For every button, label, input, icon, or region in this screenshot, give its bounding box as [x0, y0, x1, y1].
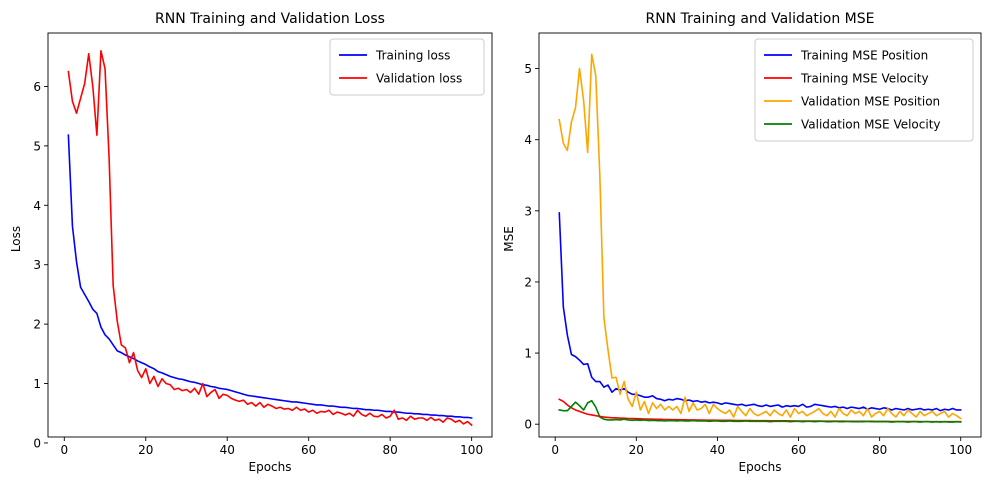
- y-tick-label: 3: [524, 204, 532, 218]
- y-axis-label: MSE: [502, 226, 516, 252]
- series-line-1: [558, 212, 962, 412]
- x-axis-label: Epochs: [739, 460, 782, 474]
- chart-title: RNN Training and Validation Loss: [155, 11, 385, 27]
- y-tick-label: 2: [524, 275, 532, 289]
- x-tick-label: 60: [301, 443, 316, 457]
- x-tick-label: 20: [629, 443, 644, 457]
- legend-label: Validation loss: [376, 72, 462, 86]
- y-tick-label: 1: [33, 377, 41, 391]
- x-axis-label: Epochs: [249, 460, 292, 474]
- series-line-2: [558, 398, 962, 423]
- legend-label: Validation MSE Velocity: [801, 118, 941, 132]
- chart-panel-2: 0 20 40 60 80 100 0 1 2 3 4 5 RNN Training and Valid…: [502, 11, 982, 474]
- x-tick-label: 40: [220, 443, 235, 457]
- y-tick-label: 1: [524, 347, 532, 361]
- chart-title: RNN Training and Validation MSE: [646, 11, 875, 27]
- y-tick-label: 6: [33, 80, 41, 94]
- legend: Training MSE Position Training MSE Veloci…: [754, 38, 974, 142]
- x-tick-label: 100: [460, 443, 483, 457]
- x-tick-label: 0: [60, 443, 68, 457]
- legend-box: [754, 38, 974, 142]
- y-tick-label: 4: [33, 199, 41, 213]
- series-line-4: [558, 399, 962, 423]
- x-tick-label: 0: [551, 443, 559, 457]
- plot-frame: [47, 32, 493, 438]
- y-tick-label: 0: [33, 436, 41, 450]
- y-tick-label: 3: [33, 258, 41, 272]
- x-tick-label: 20: [138, 443, 153, 457]
- x-tick-label: 40: [710, 443, 725, 457]
- chart-panel-1: 0 20 40 60 80 100 0 1 2 3 4 5 6 RNN Training and Vali…: [9, 11, 493, 474]
- legend-label: Training MSE Position: [800, 49, 928, 63]
- legend-label: Training MSE Velocity: [800, 72, 929, 86]
- x-tick-label: 80: [383, 443, 398, 457]
- x-tick-label: 100: [949, 443, 972, 457]
- y-tick-label: 5: [33, 139, 41, 153]
- legend-box: [329, 38, 485, 96]
- plot-frame: [538, 32, 982, 438]
- legend-label: Validation MSE Position: [801, 95, 940, 109]
- x-tick-label: 80: [872, 443, 887, 457]
- x-tick-label: 60: [791, 443, 806, 457]
- y-tick-label: 4: [524, 133, 532, 147]
- series-line-3: [558, 53, 962, 420]
- series-line-2: [67, 50, 473, 427]
- legend: Training loss Validation loss: [329, 38, 485, 96]
- y-axis-label: Loss: [9, 226, 23, 252]
- series-line-1: [67, 134, 473, 419]
- y-tick-label: 5: [524, 62, 532, 76]
- legend-label: Training loss: [375, 49, 450, 63]
- y-tick-label: 2: [33, 318, 41, 332]
- y-tick-label: 0: [524, 418, 532, 432]
